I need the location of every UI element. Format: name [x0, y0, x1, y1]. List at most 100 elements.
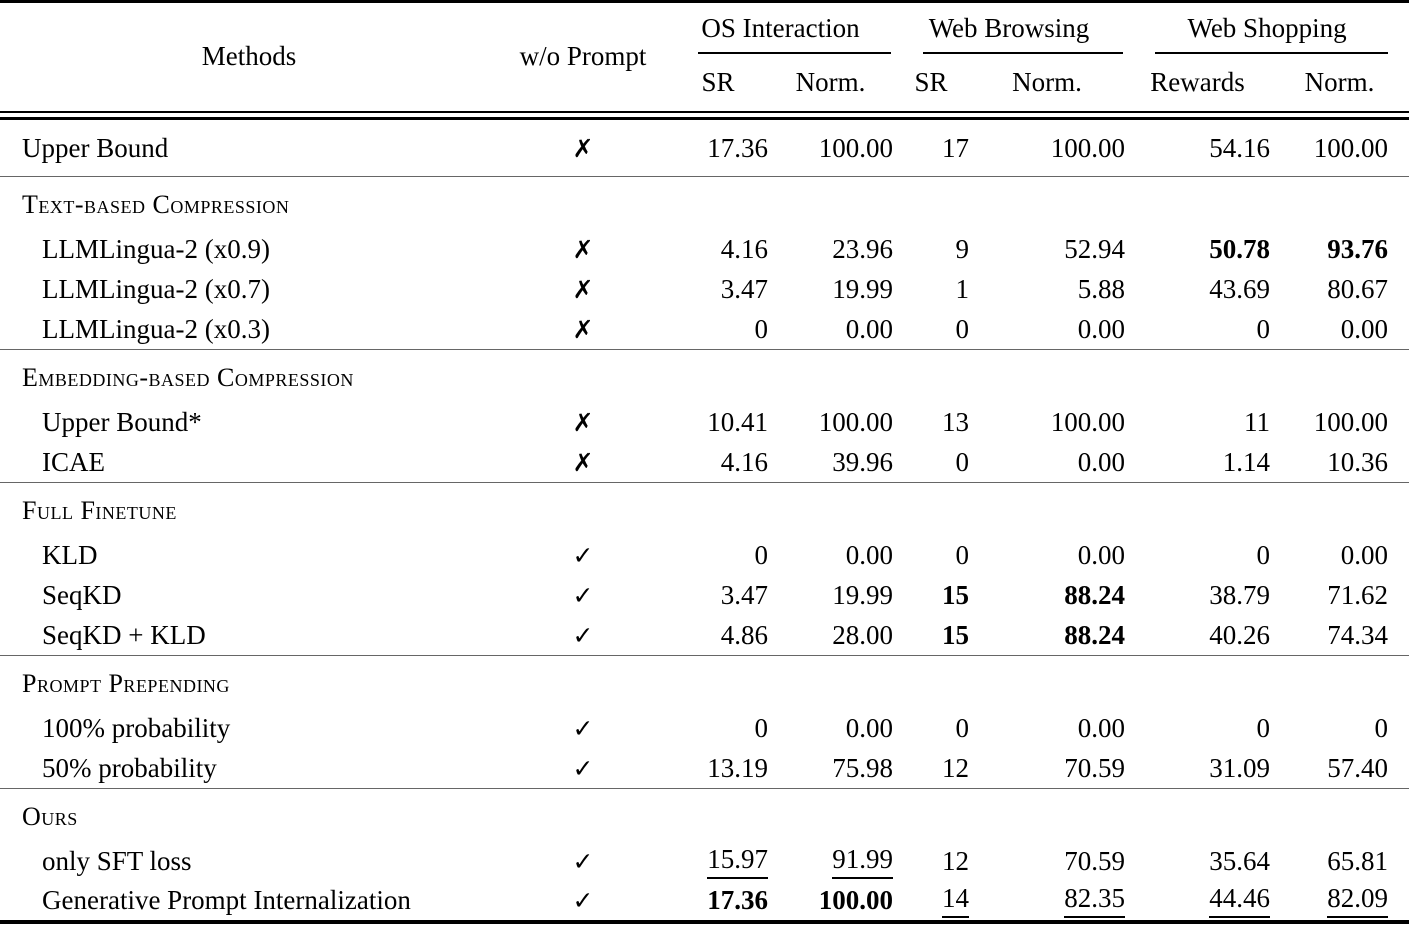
metric-cell: 4.86	[668, 616, 768, 656]
metric-value: 44.46	[1209, 883, 1271, 918]
metric-cell: 5.88	[969, 270, 1125, 310]
table-row: 50% probability ✓ 13.19 75.98 12 70.59 31.09 57…	[0, 749, 1409, 789]
subheader-wb-norm: Norm.	[1012, 66, 1082, 97]
metric-cell: 0	[1125, 709, 1271, 749]
metric-cell: 3.47	[668, 576, 768, 616]
method-cell: KLD	[42, 540, 98, 570]
table-row: Upper Bound ✗ 17.36 100.00 17 100.00 54.16 100.…	[0, 121, 1409, 177]
metric-value: 0	[955, 713, 970, 743]
metric-value: 0.00	[1340, 540, 1389, 570]
metric-cell: 100.00	[969, 121, 1125, 177]
cross-mark: ✗	[572, 133, 594, 163]
metric-cell: 43.69	[1125, 270, 1270, 310]
metric-cell: 15	[893, 616, 969, 656]
metric-value: 3.47	[720, 580, 768, 610]
metric-cell: 17.36	[668, 121, 768, 177]
metric-value: 70.59	[1064, 846, 1126, 876]
metric-value: 50.78	[1209, 234, 1271, 264]
metric-value: 0	[1374, 713, 1389, 743]
metric-value: 54.16	[1209, 132, 1271, 163]
wo-prompt-column-header: w/o Prompt	[519, 41, 647, 72]
metric-cell: 70.59	[969, 749, 1125, 789]
metric-value: 0	[754, 313, 769, 344]
metric-cell: 0.00	[969, 443, 1125, 483]
method-cell: Generative Prompt Internalization	[42, 885, 411, 915]
metric-value: 39.96	[832, 446, 894, 477]
metric-cell: 0.00	[768, 310, 893, 350]
method-cell: Upper Bound	[22, 132, 169, 163]
section-separator-line	[0, 349, 1409, 354]
metric-value: 17.36	[707, 132, 768, 163]
metric-cell: 38.79	[1125, 576, 1270, 616]
metric-value: 40.26	[1209, 619, 1271, 650]
metric-value: 11	[1244, 407, 1271, 437]
subheader-wb-sr: SR	[914, 66, 948, 97]
section-separator-rule	[0, 655, 1409, 660]
metric-cell: 0.00	[1270, 310, 1409, 350]
metric-cell: 93.76	[1270, 230, 1409, 270]
metric-value: 0	[754, 713, 769, 743]
metric-cell: 40.26	[1125, 616, 1270, 656]
section-separator-rule	[0, 482, 1409, 487]
metric-cell: 28.00	[768, 616, 893, 656]
check-mark: ✓	[572, 886, 594, 915]
metric-value: 4.86	[720, 619, 768, 650]
metric-cell: 14	[893, 882, 970, 922]
method-cell: 100% probability	[42, 713, 231, 743]
metric-cell: 74.34	[1270, 616, 1409, 656]
table-row: Upper Bound* ✗ 10.41 100.00 13 100.00 11 100.00	[0, 403, 1409, 443]
section-separator-line	[0, 655, 1409, 660]
check-mark: ✓	[572, 753, 594, 783]
metric-value: 100.00	[1313, 407, 1389, 437]
metric-cell: 82.35	[969, 882, 1126, 922]
metric-cell: 10.41	[668, 403, 768, 443]
cross-mark: ✗	[572, 235, 594, 264]
metric-value: 0.00	[1340, 313, 1389, 344]
double-rule-thick-line	[0, 117, 1409, 120]
metric-cell: 19.99	[768, 576, 893, 616]
metric-value: 0.00	[845, 313, 894, 344]
cross-mark: ✗	[572, 408, 594, 437]
group-underline	[698, 51, 892, 54]
metric-cell: 17.36	[668, 882, 768, 922]
cross-mark: ✗	[572, 314, 594, 344]
methods-column-header: Methods	[201, 41, 297, 72]
metric-value: 0	[1256, 540, 1271, 570]
metric-value: 0	[754, 540, 769, 570]
metric-cell: 65.81	[1270, 842, 1409, 882]
metric-value: 28.00	[832, 619, 894, 650]
metric-value: 0.00	[1077, 313, 1126, 344]
metric-value: 88.24	[1064, 580, 1126, 610]
metric-cell: 52.94	[969, 230, 1125, 270]
method-cell: LLMLingua-2 (x0.7)	[42, 274, 270, 304]
metric-cell: 100.00	[1270, 403, 1409, 443]
subheader-os-sr: SR	[701, 66, 735, 97]
metric-cell: 12	[893, 749, 969, 789]
table-body: Upper Bound ✗ 17.36 100.00 17 100.00 54.16 100.…	[0, 121, 1409, 922]
metric-cell: 82.09	[1270, 882, 1409, 922]
table-row: 100% probability ✓ 0 0.00 0 0.00 0 0	[0, 709, 1409, 749]
metric-cell: 1	[893, 270, 970, 310]
section-separator-rule	[0, 176, 1409, 181]
metric-cell: 0	[1125, 310, 1271, 350]
metric-cell: 19.99	[768, 270, 893, 310]
metric-value: 65.81	[1327, 846, 1389, 876]
metric-value: 82.09	[1327, 883, 1389, 918]
metric-value: 70.59	[1064, 752, 1126, 783]
metric-cell: 0	[893, 310, 970, 350]
metric-cell: 75.98	[768, 749, 893, 789]
metric-value: 100.00	[1313, 132, 1389, 163]
metric-value: 0	[1256, 713, 1271, 743]
metric-value: 17.36	[707, 885, 768, 915]
metric-cell: 13.19	[668, 749, 768, 789]
metric-cell: 88.24	[969, 616, 1125, 656]
metric-cell: 0.00	[969, 310, 1125, 350]
metric-value: 3.47	[720, 274, 768, 304]
metric-value: 19.99	[832, 580, 894, 610]
metric-value: 0.00	[845, 540, 894, 570]
table-row: SeqKD + KLD ✓ 4.86 28.00 15 88.24 40.26 74.34	[0, 616, 1409, 656]
metric-cell: 11	[1125, 403, 1270, 443]
metric-cell: 91.99	[768, 842, 894, 882]
metric-cell: 15.97	[668, 842, 768, 882]
